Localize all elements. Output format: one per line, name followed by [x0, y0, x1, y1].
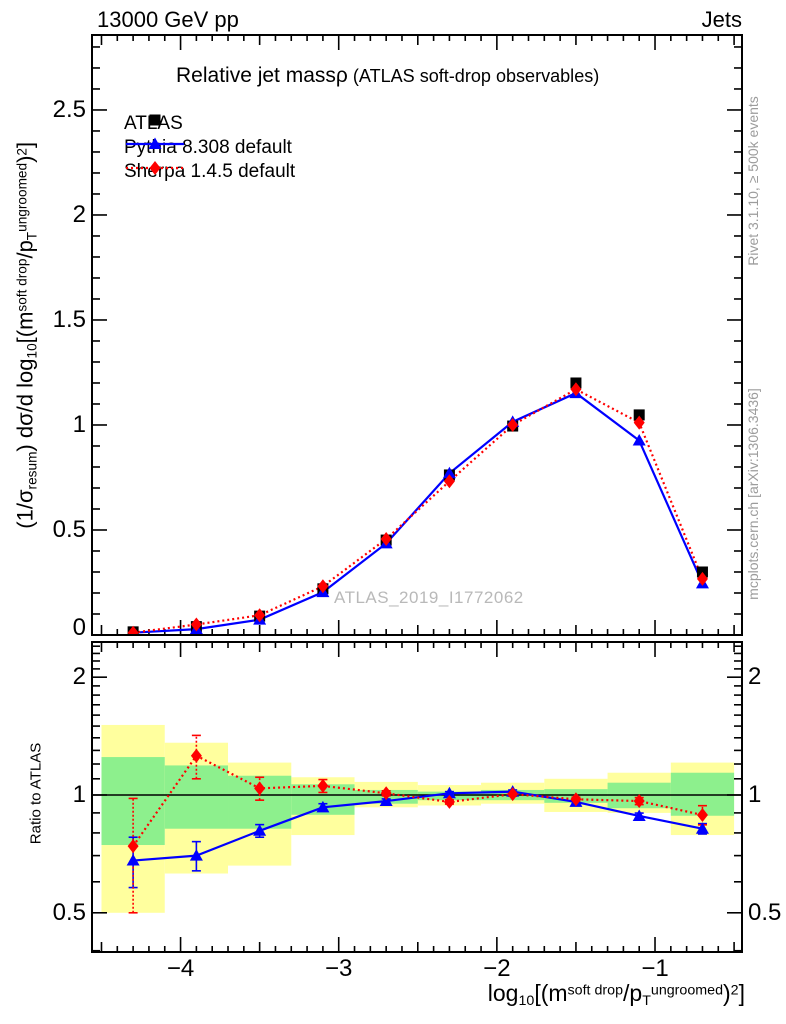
label-segment: ) — [723, 980, 731, 1006]
square-marker-icon — [149, 114, 161, 126]
label-segment: ] — [738, 980, 745, 1006]
ratio-panel-series — [126, 734, 709, 914]
legend-item: ATLAS — [124, 112, 295, 136]
sherpa-ratio-line — [132, 754, 703, 847]
triangle-marker-icon — [126, 137, 184, 149]
label-segment: log — [487, 980, 519, 1006]
tick-label: 0.5 — [748, 898, 782, 926]
rivet-version-note: Rivet 3.1.10, ≥ 500k events — [745, 96, 761, 266]
label-segment: (1/σ — [12, 489, 38, 529]
legend-item: Pythia 8.308 default — [124, 136, 295, 160]
sherpa-line — [132, 388, 704, 634]
label-segment: [(m — [12, 311, 38, 344]
tick-label: 0 — [72, 614, 86, 641]
x-axis-title: log10[(msoft drop/pTungroomed)2] — [488, 980, 745, 1009]
main-panel-series — [127, 377, 709, 635]
label-segment: 2 — [730, 982, 739, 999]
label-segment: /p — [12, 240, 38, 259]
tick-label: 0.5 — [52, 515, 86, 543]
label-segment: 2 — [14, 148, 30, 156]
label-segment: T — [642, 992, 651, 1009]
tick-label: 1 — [748, 780, 762, 808]
label-segment: ungroomed — [650, 982, 723, 999]
legend-item-label: Sherpa 1.4.5 default — [124, 161, 296, 182]
label-segment: ) — [12, 155, 38, 163]
legend-item: Sherpa 1.4.5 default — [124, 160, 295, 184]
legend-item-label: Pythia 8.308 default — [124, 137, 292, 158]
label-segment: soft drop — [14, 258, 30, 312]
axis-ticks — [93, 36, 741, 952]
tick-label: 1 — [72, 780, 86, 808]
ratio-panel-frame — [91, 641, 743, 953]
tick-label: −2 — [483, 955, 511, 982]
label-segment: 10 — [518, 992, 535, 1009]
label-segment: ) dσ/d log — [12, 358, 38, 452]
pythia-line — [133, 391, 704, 634]
tick-label: 0.5 — [52, 898, 86, 926]
tick-label: 2 — [748, 663, 762, 691]
label-segment: resum — [24, 451, 40, 490]
tick-label: −1 — [641, 955, 669, 982]
tick-label: −4 — [166, 955, 195, 982]
y-axis-title: (1/σresum) dσ/d log10[(msoft drop/pTungr… — [13, 27, 40, 643]
label-segment: /p — [623, 980, 643, 1006]
label-segment: soft drop — [567, 982, 623, 999]
tick-label: −3 — [325, 955, 353, 982]
mcplots-arxiv-note: mcplots.cern.ch [arXiv:1306.3436] — [745, 388, 761, 600]
label-segment: Relative jet mass — [176, 64, 336, 87]
label-segment: ] — [12, 141, 38, 149]
label-segment: T — [24, 231, 40, 241]
legend: ATLASPythia 8.308 default Sherpa 1.4.5 de… — [124, 112, 295, 184]
tick-label: 2.5 — [52, 95, 86, 123]
tick-label: 1 — [72, 410, 86, 438]
label-segment: ungroomed — [14, 162, 30, 232]
plot-title: Relative jet massρ (ATLAS soft-drop obse… — [176, 64, 599, 88]
beam-energy-label: 13000 GeV pp — [97, 7, 239, 32]
tick-label: 2 — [72, 200, 86, 228]
label-segment: (ATLAS soft-drop observables) — [347, 66, 600, 86]
label-segment: 10 — [24, 343, 40, 359]
diamond-marker-icon — [126, 161, 184, 175]
main-panel-frame — [91, 34, 743, 636]
tick-label: 2 — [72, 663, 86, 691]
watermark-analysis-id: ATLAS_2019_I1772062 — [334, 588, 524, 607]
tick-label: 1.5 — [52, 305, 86, 333]
ratio-axis-title: Ratio to ATLAS — [27, 742, 45, 845]
label-segment: [(m — [534, 980, 568, 1006]
analysis-group-label: Jets — [701, 7, 742, 32]
label-segment: ρ — [335, 64, 348, 87]
